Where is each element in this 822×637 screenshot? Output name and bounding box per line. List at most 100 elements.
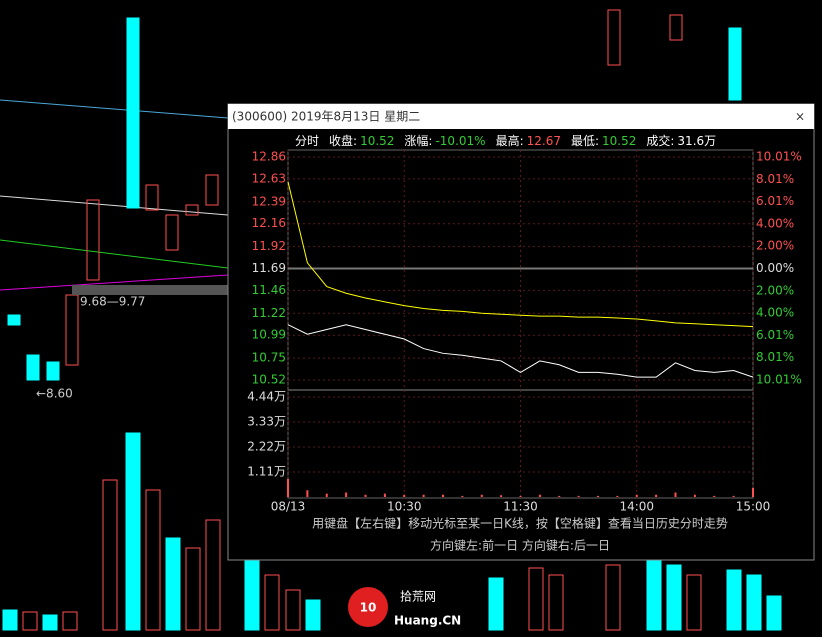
hint-1: 用键盘【左右键】移动光标至某一日K线，按【空格键】查看当日历史分时走势 — [312, 516, 728, 531]
volume-bar — [597, 495, 599, 497]
bg-candle — [126, 17, 140, 209]
x-tick-label: 11:30 — [503, 500, 538, 514]
volume-bar — [693, 494, 696, 497]
bg-volume — [62, 611, 78, 631]
y-tick-label: 10.75 — [252, 351, 286, 365]
y-tick-label: 12.86 — [252, 150, 286, 164]
bg-line — [0, 239, 229, 269]
volume-bar — [538, 494, 541, 497]
popup-titlebar — [228, 104, 814, 129]
popup-title: (300600) 2019年8月13日 星期二 — [232, 110, 420, 124]
low-label: ←8.60 — [36, 387, 73, 401]
volume-bar — [325, 493, 328, 497]
series-line — [287, 324, 754, 378]
watermark-name: 拾荒网 — [400, 589, 436, 604]
volume-bar — [713, 495, 716, 497]
info-label: 成交: — [646, 133, 674, 148]
bg-candle — [65, 294, 79, 366]
y2-tick-label: 8.01% — [756, 350, 794, 364]
info-row: 分时 收盘: 10.52 涨幅: -10.01% 最高: 12.67 最低: 10.52 成交: 3… — [295, 133, 716, 148]
x-tick-label: 14:00 — [619, 500, 654, 514]
x-tick-label: 15:00 — [736, 500, 771, 514]
bg-volume — [305, 599, 321, 631]
volume-bar — [461, 495, 464, 497]
bg-volume — [605, 564, 621, 631]
close-button[interactable]: × — [795, 110, 805, 124]
volume-bar — [403, 494, 406, 497]
bg-volume — [528, 567, 544, 631]
logo: 10 — [360, 601, 377, 615]
bg-volume — [22, 611, 38, 631]
volume-bar — [519, 495, 522, 497]
bg-volume — [746, 574, 762, 631]
y2-tick-label: 6.01% — [756, 194, 794, 208]
bg-candle — [86, 199, 100, 281]
y-tick-label: 12.63 — [252, 171, 286, 185]
volume-bar — [383, 493, 386, 497]
bg-volume — [488, 577, 504, 631]
y2-tick-label: 2.00% — [756, 239, 794, 253]
volume-bar — [655, 494, 658, 497]
volume-tick-label: 4.44万 — [247, 390, 286, 404]
info-value: 10.52 — [360, 134, 394, 148]
y2-tick-label: 10.01% — [756, 150, 802, 164]
y2-tick-label: 10.01% — [756, 373, 802, 387]
y-tick-label: 11.46 — [252, 283, 286, 297]
volume-bar — [442, 494, 444, 497]
bg-candle — [205, 174, 219, 206]
bg-volume — [548, 574, 564, 631]
volume-bar — [287, 478, 289, 497]
volume-bar — [480, 494, 483, 497]
bg-volume — [125, 432, 141, 631]
bg-volume — [646, 559, 662, 631]
y2-tick-label: 2.00% — [756, 283, 794, 297]
bg-volume — [205, 519, 221, 631]
info-value: 12.67 — [527, 134, 561, 148]
volume-bar — [306, 490, 309, 497]
bg-volume — [686, 574, 702, 631]
bg-volume — [185, 547, 201, 631]
bg-volume — [145, 489, 161, 631]
info-value: -10.01% — [435, 134, 485, 148]
bg-band — [72, 285, 228, 295]
volume-tick-label: 1.11万 — [247, 465, 286, 479]
volume-bar — [732, 495, 735, 497]
series-line — [287, 181, 754, 328]
bg-line — [0, 99, 229, 119]
y-tick-label: 11.22 — [252, 306, 286, 320]
bg-candle — [185, 204, 199, 216]
y-tick-label: 10.52 — [252, 373, 286, 387]
bg-candle — [165, 214, 179, 251]
volume-bar — [558, 495, 561, 497]
y2-tick-label: 0.00% — [756, 261, 794, 275]
volume-bar — [752, 487, 754, 497]
hint-2: 方向键左:前一日 方向键右:后一日 — [430, 538, 610, 553]
info-value: 31.6万 — [677, 134, 716, 148]
y-tick-label: 10.99 — [252, 328, 286, 342]
volume-bar — [422, 494, 425, 497]
y-tick-label: 12.16 — [252, 216, 286, 230]
y-tick-label: 11.69 — [252, 261, 286, 275]
logo-circle — [348, 587, 388, 627]
volume-bar — [500, 495, 503, 497]
bg-candle — [669, 14, 683, 41]
bg-line — [0, 274, 229, 291]
x-tick-label: 08/13 — [271, 500, 306, 514]
volume-bar — [635, 494, 638, 497]
y2-tick-label: 4.00% — [756, 306, 794, 320]
watermark-site: Huang.CN — [394, 614, 461, 628]
bg-candle — [728, 27, 742, 101]
bg-volume — [264, 574, 280, 631]
bg-volume — [2, 609, 18, 631]
info-value: 10.52 — [602, 134, 636, 148]
bg-candle — [46, 361, 60, 381]
info-label: 收盘: — [329, 133, 357, 148]
range-label: 9.68—9.77 — [80, 295, 145, 309]
info-label: 最高: — [496, 133, 524, 148]
volume-bar — [674, 492, 677, 497]
x-tick-label: 10:30 — [387, 500, 422, 514]
y-tick-label: 12.39 — [252, 194, 286, 208]
volume-bar — [364, 494, 367, 497]
